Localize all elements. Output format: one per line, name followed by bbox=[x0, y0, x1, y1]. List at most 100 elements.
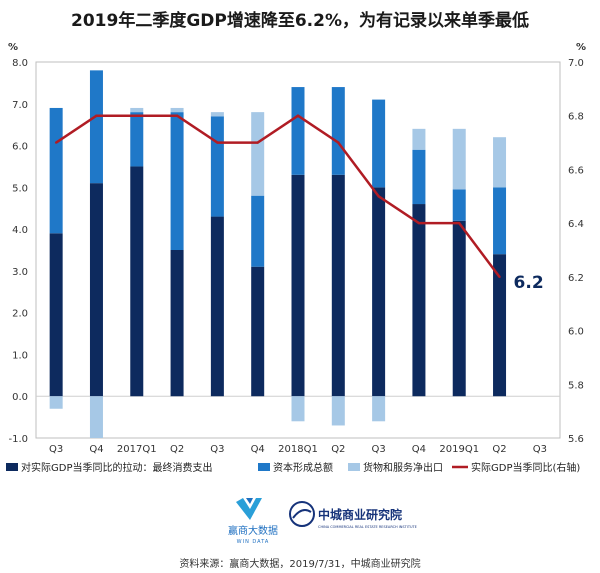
bar-series1 bbox=[331, 174, 345, 397]
bar-series1 bbox=[49, 233, 63, 397]
left-tick-label: 0.0 bbox=[12, 392, 28, 403]
bar-series2 bbox=[452, 189, 466, 221]
legend-label-3: 货物和服务净出口 bbox=[363, 461, 443, 474]
win-data-logo-icon bbox=[236, 498, 262, 520]
source-note: 资料来源：赢商大数据，2019/7/31，中城商业研究院 bbox=[179, 559, 421, 570]
right-tick-label: 6.2 bbox=[568, 273, 584, 284]
bar-series2 bbox=[372, 99, 386, 188]
bar-series1 bbox=[89, 183, 103, 397]
left-tick-label: 3.0 bbox=[12, 267, 28, 278]
bar-series3 bbox=[372, 396, 386, 422]
right-tick-label: 7.0 bbox=[568, 58, 584, 69]
bar-series1 bbox=[170, 250, 184, 397]
bar-series3 bbox=[412, 128, 426, 150]
bar-series3 bbox=[89, 396, 103, 438]
left-tick-label: 4.0 bbox=[12, 225, 28, 236]
left-tick-label: 7.0 bbox=[12, 100, 28, 111]
bar-series3 bbox=[331, 396, 345, 426]
right-tick-label: 6.4 bbox=[568, 219, 584, 230]
bar-series3 bbox=[130, 107, 144, 113]
win-data-logo-cn: 赢商大数据 bbox=[228, 524, 278, 537]
gdp-growth-line bbox=[55, 114, 501, 278]
gdp-growth-point bbox=[95, 114, 98, 117]
right-tick-label: 5.6 bbox=[568, 434, 584, 445]
gdp-growth-point bbox=[216, 141, 219, 144]
x-tick-label: Q3 bbox=[533, 444, 547, 455]
right-tick-label: 6.0 bbox=[568, 327, 584, 338]
bar-series2 bbox=[130, 112, 144, 167]
right-tick-label: 6.8 bbox=[568, 112, 584, 123]
bar-series2 bbox=[412, 149, 426, 205]
x-tick-label: Q4 bbox=[89, 444, 103, 455]
bar-series1 bbox=[130, 166, 144, 397]
bar-series3 bbox=[210, 112, 224, 117]
x-tick-label: Q2 bbox=[170, 444, 184, 455]
zhongcheng-logo-en: CHINA COMMERCIAL REAL ESTATE RESEARCH IN… bbox=[318, 525, 417, 529]
bar-series2 bbox=[210, 116, 224, 217]
left-axis-unit: % bbox=[8, 42, 18, 53]
legend-swatch-1 bbox=[6, 463, 18, 471]
right-axis-unit: % bbox=[576, 42, 586, 53]
bar-series2 bbox=[170, 112, 184, 250]
right-tick-label: 6.6 bbox=[568, 165, 584, 176]
bar-series2 bbox=[89, 70, 103, 184]
legend-swatch-2 bbox=[258, 463, 270, 471]
x-tick-label: Q4 bbox=[251, 444, 265, 455]
x-tick-label: Q3 bbox=[371, 444, 385, 455]
left-tick-label: -1.0 bbox=[8, 434, 28, 445]
gdp-growth-point bbox=[175, 114, 179, 117]
gdp-growth-point bbox=[417, 221, 421, 225]
zhongcheng-logo-icon bbox=[289, 501, 315, 527]
x-tick-label: 2019Q1 bbox=[439, 444, 479, 455]
x-tick-label: Q2 bbox=[331, 444, 345, 455]
bar-series1 bbox=[291, 174, 305, 397]
gdp-growth-point bbox=[296, 114, 300, 117]
plot-frame bbox=[35, 61, 561, 439]
annotation-label: 6.2 bbox=[514, 273, 544, 293]
left-tick-label: 1.0 bbox=[12, 350, 28, 361]
bar-series3 bbox=[251, 112, 265, 196]
x-tick-label: Q4 bbox=[412, 444, 426, 455]
legend-label-1: 对实际GDP当季同比的拉动：最终消费支出 bbox=[21, 461, 212, 474]
legend-label-4: 实际GDP当季同比(右轴) bbox=[471, 461, 580, 474]
bar-series2 bbox=[493, 187, 507, 255]
bar-series1 bbox=[251, 266, 265, 397]
legend-label-2: 资本形成总额 bbox=[273, 461, 333, 474]
x-tick-label: Q3 bbox=[210, 444, 224, 455]
bar-series2 bbox=[49, 107, 63, 234]
left-tick-label: 6.0 bbox=[12, 142, 28, 153]
x-tick-label: 2017Q1 bbox=[117, 444, 157, 455]
gdp-growth-point bbox=[498, 275, 501, 279]
gdp-growth-point bbox=[54, 141, 58, 144]
gdp-growth-point bbox=[135, 114, 138, 117]
bar-series3 bbox=[291, 396, 305, 422]
zhongcheng-logo-mark bbox=[292, 509, 312, 519]
left-tick-label: 8.0 bbox=[12, 58, 28, 69]
chart-title: 2019年二季度GDP增速降至6.2%，为有记录以来单季最低 bbox=[71, 11, 529, 31]
gdp-growth-point bbox=[377, 195, 380, 198]
bar-series1 bbox=[372, 187, 386, 397]
x-tick-label: Q3 bbox=[49, 444, 63, 455]
win-data-logo-accent bbox=[246, 498, 253, 504]
win-data-logo-en: WIN DATA bbox=[237, 539, 270, 545]
bar-series3 bbox=[452, 128, 466, 190]
left-tick-label: 5.0 bbox=[12, 183, 28, 194]
gdp-growth-point bbox=[337, 141, 340, 144]
bar-series1 bbox=[210, 216, 224, 397]
x-tick-label: Q2 bbox=[492, 444, 506, 455]
x-tick-label: 2018Q1 bbox=[278, 444, 318, 455]
left-tick-label: 2.0 bbox=[12, 309, 28, 320]
bar-series1 bbox=[452, 220, 466, 397]
gdp-growth-point bbox=[458, 221, 461, 225]
bar-series1 bbox=[493, 254, 507, 397]
legend-swatch-3 bbox=[348, 463, 360, 471]
bar-series2 bbox=[291, 87, 305, 175]
zhongcheng-logo-cn: 中城商业研究院 bbox=[318, 507, 402, 522]
bar-series3 bbox=[493, 137, 507, 188]
bar-series2 bbox=[251, 195, 265, 267]
gdp-growth-point bbox=[256, 141, 259, 144]
right-tick-label: 5.8 bbox=[568, 380, 584, 391]
bar-series3 bbox=[170, 107, 184, 113]
